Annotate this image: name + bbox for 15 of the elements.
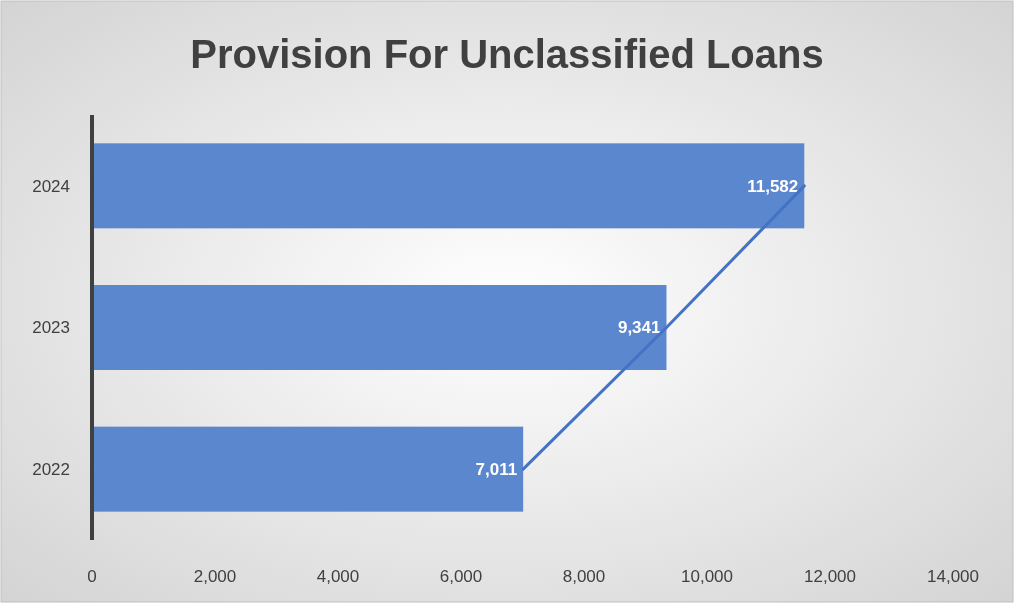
x-tick-label: 2,000 xyxy=(193,567,237,586)
y-tick-label: 2022 xyxy=(32,460,70,480)
x-tick-label: 14,000 xyxy=(927,567,979,586)
x-tick-label: 0 xyxy=(87,567,97,586)
data-label: 9,341 xyxy=(617,318,661,338)
y-tick-label: 2023 xyxy=(32,318,70,338)
x-tick-label: 6,000 xyxy=(439,567,483,586)
y-tick-label: 2024 xyxy=(32,176,70,196)
x-tick-label: 10,000 xyxy=(681,567,733,586)
data-label: 7,011 xyxy=(475,460,518,480)
x-tick-label: 8,000 xyxy=(562,567,606,586)
chart-title: Provision For Unclassified Loans xyxy=(190,32,824,76)
data-label: 11,582 xyxy=(747,176,799,196)
x-tick-label: 4,000 xyxy=(316,567,360,586)
x-tick-label: 12,000 xyxy=(804,567,856,586)
